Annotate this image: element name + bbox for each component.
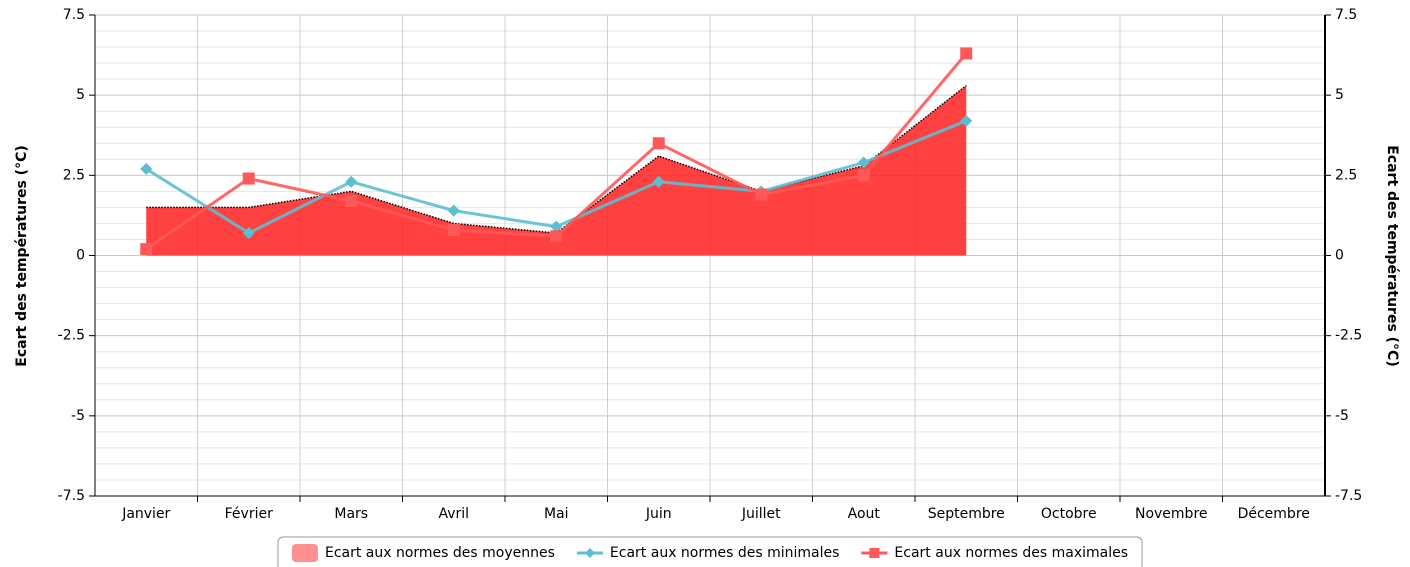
marker xyxy=(960,47,973,60)
legend-swatch xyxy=(291,544,318,562)
marker xyxy=(550,230,563,243)
y-tick-label: 5 xyxy=(76,87,85,103)
y2-tick-label: 0 xyxy=(1335,248,1344,264)
legend-label: Ecart aux normes des minimales xyxy=(610,545,840,561)
x-tick-label: Février xyxy=(225,506,273,522)
marker xyxy=(242,172,255,185)
x-tick-label: Novembre xyxy=(1135,506,1208,522)
y-tick-label: 0 xyxy=(76,248,85,264)
marker xyxy=(550,220,563,233)
y2-tick-label: -2.5 xyxy=(1335,328,1362,344)
x-tick-label: Octobre xyxy=(1041,506,1097,522)
y-tick-label: -7.5 xyxy=(58,488,85,504)
x-tick-label: Mai xyxy=(544,506,569,522)
y-tick-label: 2.5 xyxy=(63,167,85,183)
y2-tick-label: -7.5 xyxy=(1335,488,1362,504)
x-tick-label: Juin xyxy=(645,506,672,522)
marker xyxy=(447,204,460,217)
y2-tick-label: -5 xyxy=(1335,408,1349,424)
y-tick-label: -5 xyxy=(71,408,85,424)
marker xyxy=(345,175,358,188)
marker xyxy=(652,137,665,150)
marker xyxy=(345,194,358,207)
legend-label: Ecart aux normes des maximales xyxy=(894,545,1128,561)
marker xyxy=(755,188,768,201)
marker xyxy=(960,114,973,127)
legend-box xyxy=(277,536,1143,567)
y-tick-label: -2.5 xyxy=(58,328,85,344)
x-tick-label: Juillet xyxy=(741,506,781,522)
marker xyxy=(242,227,255,240)
x-tick-label: Mars xyxy=(334,506,368,522)
marker xyxy=(652,175,665,188)
legend: Ecart aux normes des moyennes Ecart aux n… xyxy=(277,536,1143,567)
y2-tick-label: 7.5 xyxy=(1335,7,1357,23)
marker xyxy=(857,169,870,182)
y2-tick-label: 2.5 xyxy=(1335,167,1357,183)
x-tick-label: Aout xyxy=(848,506,881,522)
y-tick-label: 7.5 xyxy=(63,7,85,23)
y-axis-label: Ecart des températures (°C) xyxy=(14,145,30,366)
area xyxy=(146,85,967,256)
marker xyxy=(140,243,153,256)
marker xyxy=(140,162,153,175)
area-edge xyxy=(146,84,967,234)
y2-tick-label: 5 xyxy=(1335,87,1344,103)
marker xyxy=(857,156,870,169)
x-tick-label: Septembre xyxy=(928,506,1005,522)
legend-marker xyxy=(869,548,880,558)
x-tick-label: Décembre xyxy=(1238,506,1310,522)
marker xyxy=(447,223,460,236)
x-tick-label: Janvier xyxy=(121,506,170,522)
y2-axis-label: Ecart des températures (°C) xyxy=(1384,145,1400,366)
x-tick-label: Avril xyxy=(438,506,469,522)
legend-label: Ecart aux normes des moyennes xyxy=(325,545,555,561)
legend-marker xyxy=(584,548,595,558)
